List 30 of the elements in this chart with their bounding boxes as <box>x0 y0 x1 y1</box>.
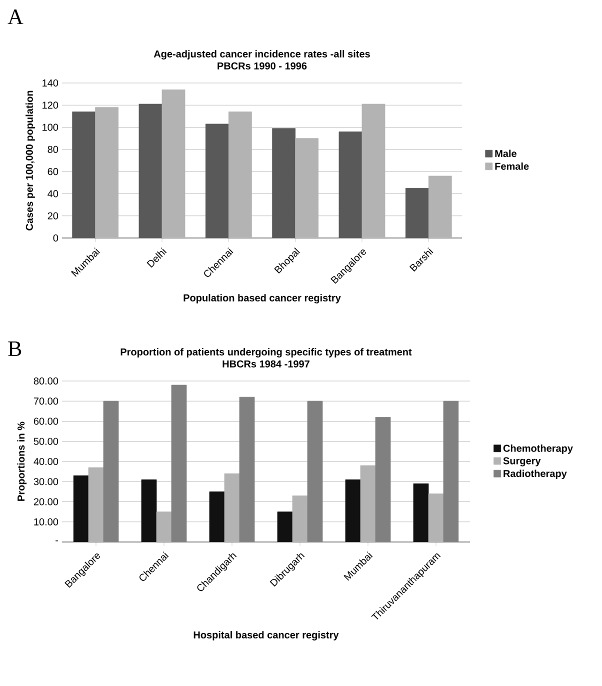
y-tick-label: 40 <box>48 190 58 198</box>
y-tick-label: 60.00 <box>34 418 58 425</box>
y-tick-label: 20.00 <box>34 498 58 506</box>
y-tick-label: 140 <box>42 79 58 87</box>
legend-label: Surgery <box>503 457 541 466</box>
y-tick-label: 10.00 <box>34 518 58 526</box>
y-tick-label: 60 <box>48 168 58 176</box>
y-tick-label: 50.00 <box>34 438 58 445</box>
legend-label: Female <box>495 162 529 170</box>
y-tick-label: 20 <box>48 212 58 220</box>
y-tick-label: 80.00 <box>34 377 58 385</box>
chart-title: Proportion of patients undergoing specific types of treatment HBCRs 1984 -1997 <box>120 348 412 368</box>
y-tick-label: 80 <box>48 146 58 153</box>
y-axis-title: Proportions in % <box>17 422 27 501</box>
text: A <box>8 10 24 24</box>
x-axis-title: Hospital based cancer registry <box>194 631 339 640</box>
y-tick-label: 70.00 <box>34 398 58 405</box>
y-tick-label: 0 <box>53 234 58 242</box>
legend-label: Male <box>495 150 516 158</box>
text: B <box>8 342 22 356</box>
y-tick-label: 40.00 <box>34 458 58 466</box>
chart-title: Age-adjusted cancer incidence rates -all sites PBCRs 1990 - 1996 <box>154 50 370 70</box>
y-tick-label: 120 <box>42 102 58 109</box>
y-tick-label: 100 <box>42 124 58 131</box>
legend-label: Radiotherapy <box>504 470 567 480</box>
legend-label: Chemotherapy <box>503 444 573 454</box>
x-axis-title: Population based cancer registry <box>184 294 341 304</box>
y-tick-label: - <box>56 540 58 542</box>
y-axis-title: Cases per 100,000 population <box>26 90 35 230</box>
y-tick-label: 30.00 <box>34 478 58 486</box>
